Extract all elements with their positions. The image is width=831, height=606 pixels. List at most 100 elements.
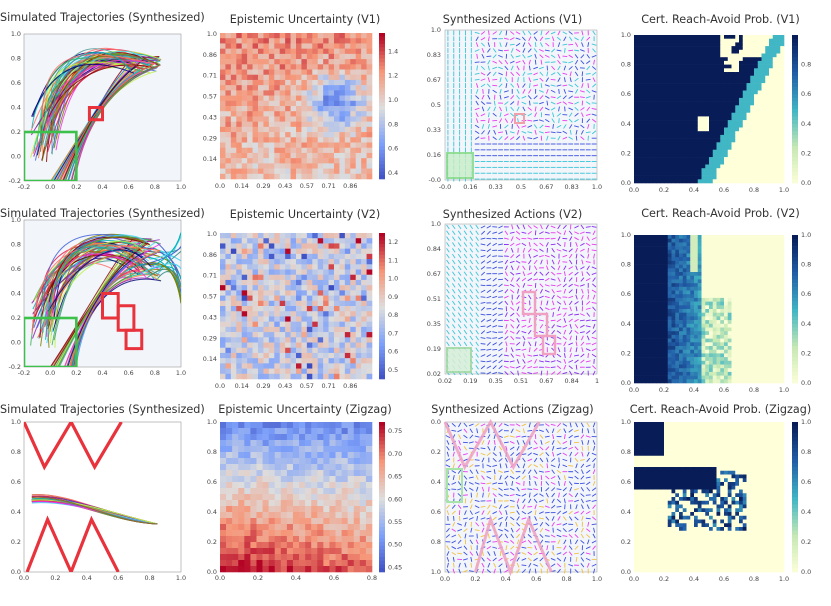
epi-panel-v1: Epistemic Uncertainty (V1) 0.0 0.14 0.29 0.… bbox=[200, 0, 410, 200]
heatmap-cell bbox=[334, 279, 340, 286]
heatmap-cell bbox=[366, 53, 373, 60]
heatmap-cell bbox=[716, 83, 721, 88]
heatmap-cell bbox=[649, 149, 654, 154]
heatmap-cell bbox=[230, 142, 237, 149]
heatmap-cell bbox=[236, 337, 243, 343]
heatmap-cell bbox=[705, 83, 710, 88]
heatmap-cell bbox=[263, 79, 270, 86]
heatmap-cell bbox=[236, 121, 243, 128]
heatmap-cell bbox=[317, 238, 324, 244]
heatmap-cell bbox=[323, 238, 329, 244]
heatmap-cell bbox=[312, 111, 319, 117]
heatmap-cell bbox=[230, 48, 237, 55]
heatmap-cell bbox=[739, 168, 744, 173]
heatmap-cell bbox=[296, 111, 302, 117]
heatmap-cell bbox=[268, 238, 275, 244]
trajectory-line bbox=[50, 63, 155, 181]
heatmap-cell bbox=[769, 35, 774, 39]
heatmap-cell bbox=[735, 168, 740, 173]
heatmap-cell bbox=[317, 300, 324, 307]
action-arrow bbox=[452, 324, 456, 329]
heatmap-cell bbox=[746, 134, 751, 139]
heatmap-cell bbox=[671, 64, 676, 69]
action-arrow bbox=[591, 72, 597, 76]
action-arrow bbox=[592, 48, 597, 53]
heatmap-cell bbox=[742, 153, 747, 158]
heatmap-cell bbox=[268, 321, 275, 328]
heatmap-cell bbox=[355, 147, 362, 154]
heatmap-cell bbox=[301, 132, 308, 138]
trajectory-line bbox=[146, 268, 181, 287]
obstacle-region bbox=[521, 290, 537, 316]
action-arrow bbox=[592, 230, 596, 236]
heatmap-cell bbox=[701, 46, 706, 51]
heatmap-cell bbox=[317, 79, 324, 86]
action-arrow bbox=[480, 83, 486, 88]
heatmap-cell bbox=[317, 43, 324, 49]
action-arrow bbox=[446, 248, 450, 253]
heatmap-cell bbox=[750, 131, 755, 136]
heatmap-cell bbox=[705, 168, 710, 173]
heatmap-cell bbox=[761, 64, 766, 69]
heatmap-cell bbox=[306, 90, 313, 96]
heatmap-cell bbox=[682, 153, 687, 158]
heatmap-cell bbox=[290, 53, 297, 60]
heatmap-cell bbox=[230, 368, 237, 375]
heatmap-cell bbox=[667, 131, 672, 136]
trajectory-line bbox=[51, 240, 143, 346]
heatmap-cell bbox=[667, 46, 672, 51]
heatmap-cell bbox=[731, 72, 736, 76]
heatmap-cell bbox=[361, 342, 367, 349]
action-arrow bbox=[568, 300, 573, 306]
heatmap-cell bbox=[776, 86, 781, 91]
heatmap-cell bbox=[716, 134, 721, 139]
heatmap-cell bbox=[225, 100, 232, 107]
heatmap-cell bbox=[742, 146, 747, 150]
heatmap-cell bbox=[366, 126, 373, 133]
action-arrow bbox=[504, 65, 509, 71]
heatmap-cell bbox=[252, 233, 259, 239]
heatmap-cell bbox=[716, 109, 721, 113]
action-arrow bbox=[540, 30, 543, 36]
action-arrow bbox=[580, 129, 584, 135]
heatmap-cell bbox=[765, 79, 770, 84]
action-arrow bbox=[528, 253, 532, 259]
heatmap-cell bbox=[709, 72, 714, 76]
heatmap-cell bbox=[285, 69, 291, 76]
heatmap-cell bbox=[220, 358, 226, 364]
heatmap-cell bbox=[694, 94, 699, 99]
action-arrow bbox=[475, 312, 479, 317]
heatmap-cell bbox=[757, 72, 762, 76]
heatmap-cell bbox=[225, 358, 232, 364]
heatmap-cell bbox=[334, 43, 340, 49]
heatmap-cell bbox=[323, 295, 329, 302]
action-arrow bbox=[474, 78, 480, 81]
heatmap-cell bbox=[724, 42, 729, 47]
action-arrow bbox=[557, 59, 561, 65]
heatmap-cell bbox=[285, 111, 291, 117]
heatmap-cell bbox=[350, 85, 357, 91]
colorbar-step bbox=[379, 254, 385, 259]
heatmap-cell bbox=[252, 368, 259, 375]
heatmap-cell bbox=[290, 358, 297, 364]
heatmap-cell bbox=[247, 300, 253, 307]
heatmap-cell bbox=[761, 38, 766, 43]
heatmap-cell bbox=[761, 153, 766, 158]
heatmap-cell bbox=[772, 116, 777, 121]
traj-panel-v1: Simulated Trajectories (Synthesized) -0.… bbox=[0, 0, 205, 200]
heatmap-cell bbox=[754, 175, 759, 180]
heatmap-cell bbox=[694, 57, 699, 62]
action-arrow bbox=[498, 131, 503, 134]
heatmap-cell bbox=[746, 49, 751, 54]
obstacle-region bbox=[533, 312, 549, 338]
heatmap-cell bbox=[765, 60, 770, 65]
heatmap-cell bbox=[709, 142, 714, 147]
heatmap-cell bbox=[750, 157, 755, 162]
heatmap-cell bbox=[306, 342, 313, 349]
heatmap-cell bbox=[720, 171, 725, 176]
heatmap-cell bbox=[634, 46, 639, 51]
heatmap-cell bbox=[754, 179, 759, 184]
heatmap-cell bbox=[637, 97, 642, 102]
heatmap-cell bbox=[225, 238, 232, 244]
action-arrow bbox=[574, 101, 579, 105]
